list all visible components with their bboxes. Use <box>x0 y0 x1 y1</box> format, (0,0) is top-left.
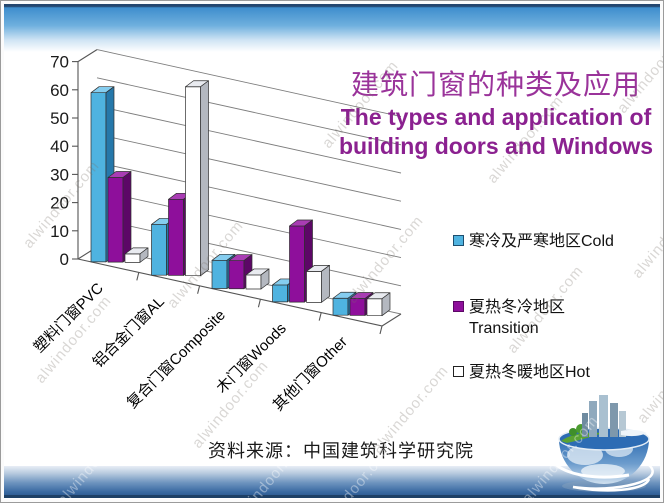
legend-swatch <box>453 366 464 377</box>
bar <box>124 247 149 263</box>
bars <box>90 80 391 317</box>
bar <box>185 80 209 277</box>
x-tick-label: 其他门窗Other <box>269 333 351 415</box>
y-tick-label: 40 <box>50 137 69 156</box>
legend-swatch <box>453 235 464 246</box>
legend-item: 夏热冬冷地区 Transition <box>453 297 565 339</box>
title-chinese: 建筑门窗的种类及应用 <box>350 70 641 101</box>
top-gradient-band <box>4 4 660 52</box>
y-tick-label: 20 <box>50 194 69 213</box>
y-tick-label: 30 <box>50 165 69 184</box>
bar <box>306 264 330 303</box>
bottom-gradient-band <box>4 466 660 496</box>
y-tick-label: 50 <box>50 109 69 128</box>
y-tick-label: 70 <box>50 53 69 72</box>
globe-buildings <box>582 395 626 437</box>
bar <box>245 268 270 290</box>
x-tick-label: 木门窗Woods <box>212 319 289 396</box>
title-english-line2: building doors and Windows <box>338 133 654 159</box>
x-tick-label: 铝合金门窗AL <box>89 293 168 372</box>
source-text: 资料来源：中国建筑科学研究院 <box>208 441 474 461</box>
bar <box>107 171 132 263</box>
y-tick-label: 10 <box>50 222 69 241</box>
legend-item: 寒冷及严寒地区Cold <box>453 231 614 252</box>
legend-item: 夏热冬暖地区Hot <box>453 362 590 383</box>
legend-label: 夏热冬冷地区 Transition <box>469 299 566 337</box>
slide-title: 建筑门窗的种类及应用 The types and application of … <box>327 69 663 161</box>
globe-boat <box>621 429 647 437</box>
globe-swoosh-1 <box>549 444 630 479</box>
legend-swatch <box>453 301 464 312</box>
bar <box>366 292 391 317</box>
title-english-line1: The types and application of <box>340 104 652 130</box>
y-axis-ticks: 0 10 20 30 40 50 60 70 <box>50 53 78 269</box>
gridlines <box>96 49 402 315</box>
legend-label: 寒冷及严寒地区Cold <box>469 233 614 250</box>
legend-label: 夏热冬暖地区Hot <box>469 364 590 381</box>
bottom-navy-line <box>4 495 660 498</box>
globe-swoosh-2 <box>572 464 654 492</box>
y-tick-label: 60 <box>50 81 69 100</box>
globe-city-graphic <box>549 395 654 492</box>
axes <box>77 49 402 335</box>
x-tick-label: 塑料门窗PVC <box>30 279 107 356</box>
y-tick-label: 0 <box>60 250 69 269</box>
